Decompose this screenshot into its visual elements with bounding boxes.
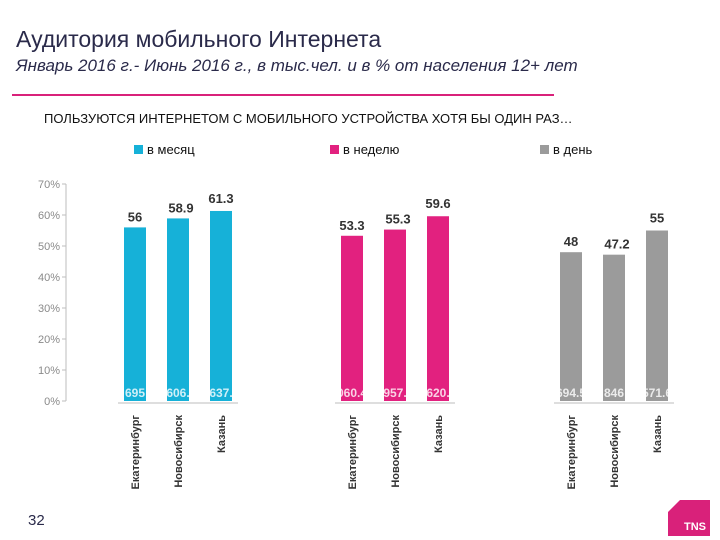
data-label-month: 56 xyxy=(128,209,142,224)
x-category-label: Новосибирск xyxy=(390,415,402,488)
bar-day xyxy=(603,254,625,401)
logo-text: TNS xyxy=(684,521,706,533)
bar-week xyxy=(341,235,363,401)
legend-label-month: в месяц xyxy=(147,142,195,157)
page-subtitle: Январь 2016 г.- Июнь 2016 г., в тыс.чел.… xyxy=(16,56,578,75)
y-tick-label: 30% xyxy=(38,303,60,315)
legend-item-month: в месяц xyxy=(134,142,195,157)
x-category-label: Екатеринбург xyxy=(566,415,578,490)
data-label-week: 55.3 xyxy=(385,212,410,227)
chart-title: ПОЛЬЗУЮТСЯ ИНТЕРНЕТОМ С МОБИЛЬНОГО УСТРО… xyxy=(44,111,573,126)
legend-label-week: в неделю xyxy=(343,142,400,157)
bar-month xyxy=(124,227,146,401)
x-category-label: Казань xyxy=(652,415,664,453)
bar-month xyxy=(167,218,189,401)
base-value-label-month: 637. xyxy=(209,386,232,400)
bar-week xyxy=(384,229,406,401)
y-tick-label: 10% xyxy=(38,365,60,377)
data-label-day: 55 xyxy=(650,211,664,226)
data-label-day: 48 xyxy=(564,234,578,249)
base-value-label-week: 620. xyxy=(426,386,449,400)
legend-item-week: в неделю xyxy=(330,142,399,157)
x-category-label: Новосибирск xyxy=(609,415,621,488)
y-tick-label: 70% xyxy=(38,179,60,191)
bar-day xyxy=(560,252,582,401)
x-category-label: Казань xyxy=(216,415,228,453)
page-number: 32 xyxy=(28,512,45,529)
x-category-label: Казань xyxy=(433,415,445,453)
y-tick-label: 60% xyxy=(38,210,60,222)
y-tick-label: 0% xyxy=(44,396,60,408)
base-value-label-month: 695 xyxy=(125,386,145,400)
data-label-month: 61.3 xyxy=(208,191,233,206)
y-tick-label: 20% xyxy=(38,334,60,346)
data-label-week: 59.6 xyxy=(425,196,450,211)
x-category-label: Новосибирск xyxy=(173,415,185,488)
base-value-label-month: 606. xyxy=(166,386,189,400)
base-value-label-day: 694.5 xyxy=(556,386,586,400)
legend-swatch-day xyxy=(540,145,549,154)
tns-logo: TNS xyxy=(668,500,710,536)
bar-day xyxy=(646,230,668,401)
data-label-month: 58.9 xyxy=(168,200,193,215)
legend-swatch-week xyxy=(330,145,339,154)
data-label-week: 53.3 xyxy=(339,218,364,233)
y-tick-label: 40% xyxy=(38,272,60,284)
base-value-label-week: 957. xyxy=(383,386,406,400)
header-divider xyxy=(12,94,554,96)
data-label-day: 47.2 xyxy=(604,237,629,252)
legend-swatch-month xyxy=(134,145,143,154)
bar-month xyxy=(210,210,232,401)
base-value-label-day: 571.6 xyxy=(642,386,672,400)
y-tick-label: 50% xyxy=(38,241,60,253)
legend-item-day: в день xyxy=(540,142,592,157)
base-value-label-day: 846 xyxy=(604,386,624,400)
bar-week xyxy=(427,216,449,401)
x-category-label: Екатеринбург xyxy=(347,415,359,490)
legend-label-day: в день xyxy=(553,142,593,157)
page-title: Аудитория мобильного Интернета xyxy=(16,26,382,52)
base-value-label-week: 060.4 xyxy=(337,386,367,400)
x-category-label: Екатеринбург xyxy=(130,415,142,490)
